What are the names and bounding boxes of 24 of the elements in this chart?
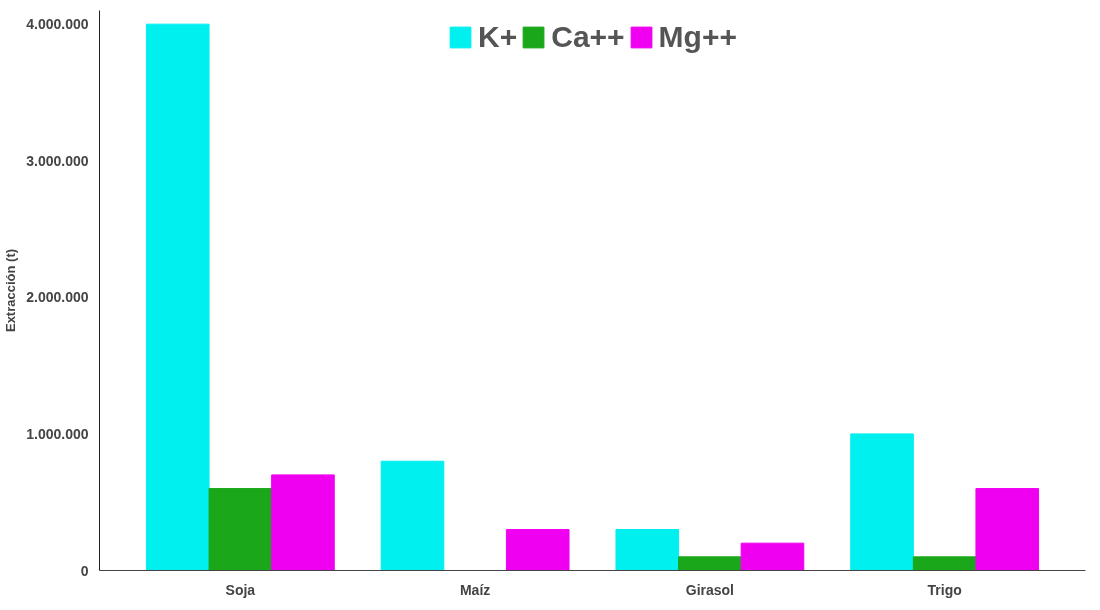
y-tick-label: 0 — [80, 562, 89, 579]
y-axis-title: Extracción (t) — [3, 248, 19, 333]
bar — [380, 460, 445, 571]
y-tick-label: 4.000.000 — [26, 16, 89, 33]
y-tick-label: 1.000.000 — [26, 425, 89, 442]
legend-label: Ca++ — [551, 20, 625, 54]
bar — [678, 556, 742, 571]
bar — [615, 529, 680, 571]
bar — [912, 556, 977, 571]
x-tick-label: Soja — [225, 581, 256, 598]
legend-label: K+ — [478, 20, 518, 54]
bar — [271, 474, 335, 571]
bar — [505, 529, 570, 571]
bar — [850, 433, 914, 571]
y-tick-label: 3.000.000 — [26, 152, 89, 169]
legend-label: Mg++ — [658, 20, 737, 54]
x-tick-label: Girasol — [685, 581, 735, 598]
y-tick-label: 2.000.000 — [26, 289, 89, 306]
bar — [145, 23, 210, 571]
x-tick-label: Maíz — [459, 581, 491, 598]
bar — [975, 488, 1040, 571]
bar — [740, 542, 805, 571]
x-tick-label: Trigo — [927, 581, 962, 598]
bar — [208, 488, 273, 571]
